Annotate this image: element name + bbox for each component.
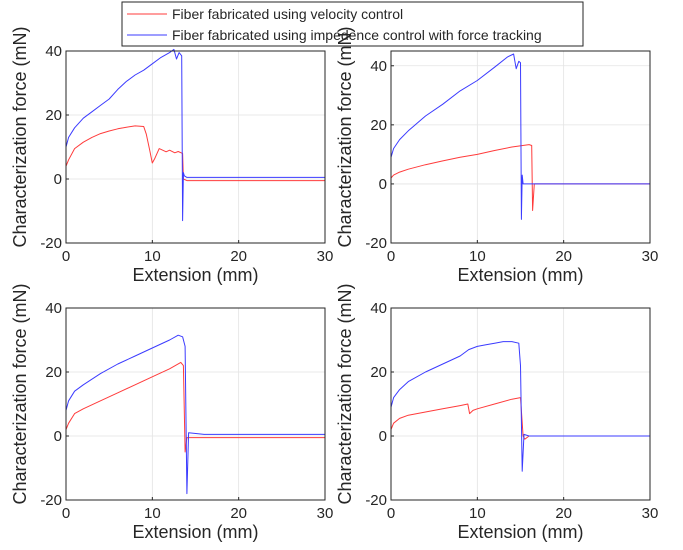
y-axis-label: Characterization force (mN) [10,26,30,247]
axes-frame [65,307,326,501]
series-line-velocity [65,361,325,453]
x-tick-label: 10 [144,505,161,522]
x-axis-label: Extension (mm) [132,265,258,285]
y-tick-label: 20 [45,107,62,124]
x-tick-label: 0 [62,248,70,265]
x-tick-label: 10 [469,505,486,522]
series-line-velocity [65,125,325,182]
x-tick-label: 20 [230,505,247,522]
y-tick-label: 20 [370,364,387,381]
y-tick-label: -20 [365,235,387,252]
y-tick-label: 0 [54,171,62,188]
plot-area [66,51,325,243]
legend-label-velocity: Fiber fabricated using velocity control [172,6,403,22]
y-tick-label: 0 [54,428,62,445]
y-tick-label: 0 [379,428,387,445]
series-line-impedence [65,334,325,495]
x-axis-label: Extension (mm) [132,522,258,542]
x-axis-label: Extension (mm) [457,265,583,285]
y-tick-label: 40 [45,300,62,317]
x-tick-label: 10 [144,248,161,265]
y-tick-label: 20 [370,117,387,134]
x-tick-label: 20 [230,248,247,265]
x-tick-label: 0 [387,248,395,265]
series-line-impedence [390,53,650,220]
legend-box [121,1,584,47]
y-tick-label: 20 [45,364,62,381]
x-tick-label: 30 [317,505,334,522]
x-tick-label: 30 [642,248,659,265]
series-line-impedence [390,341,650,472]
y-axis-label: Characterization force (mN) [10,283,30,504]
x-axis-label: Extension (mm) [457,522,583,542]
y-tick-label: 0 [379,176,387,193]
x-tick-label: 20 [555,248,572,265]
axes-frame [390,50,651,244]
x-tick-label: 30 [642,505,659,522]
y-tick-label: -20 [365,492,387,509]
y-axis-label: Characterization force (mN) [335,283,355,504]
axes-frame [390,307,651,501]
y-tick-label: 40 [45,43,62,60]
plot-area [66,308,325,500]
legend-label-impedence: Fiber fabricated using impedence control… [172,27,542,43]
x-tick-label: 10 [469,248,486,265]
x-tick-label: 20 [555,505,572,522]
y-tick-label: 40 [370,300,387,317]
y-axis-label: Characterization force (mN) [335,26,355,247]
axes-frame [65,50,326,244]
y-tick-label: 40 [370,58,387,75]
y-tick-label: -20 [40,235,62,252]
x-tick-label: 0 [62,505,70,522]
y-tick-label: -20 [40,492,62,509]
x-tick-label: 30 [317,248,334,265]
series-line-impedence [65,48,325,222]
legend: Fiber fabricated using velocity control … [121,1,584,47]
x-tick-label: 0 [387,505,395,522]
